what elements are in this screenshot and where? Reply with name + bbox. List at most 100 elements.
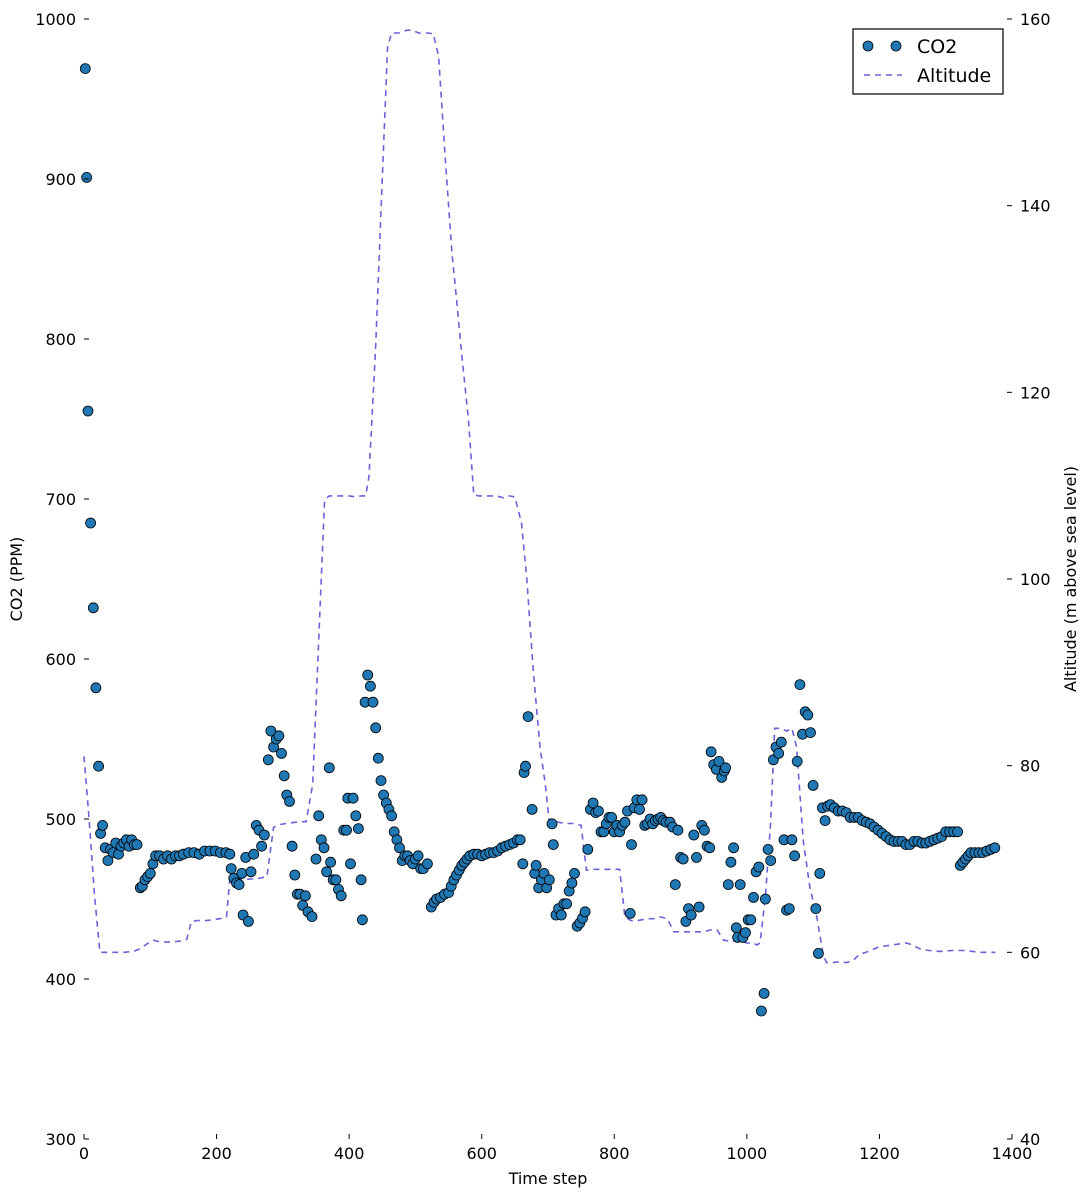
co2-point [624, 908, 636, 919]
co2-point [530, 860, 542, 871]
co2-point [566, 877, 578, 889]
right-y-tick-label: 80 [1020, 757, 1040, 776]
co2-point [394, 842, 405, 854]
x-tick-label: 200 [201, 1144, 232, 1163]
co2-point [740, 927, 751, 938]
co2-point [224, 848, 236, 860]
co2-point [421, 858, 433, 870]
co2-point [693, 901, 705, 913]
co2-point [722, 879, 734, 890]
co2-point [734, 879, 746, 890]
co2-point [569, 868, 580, 879]
co2-point [789, 850, 800, 862]
co2-point [245, 866, 257, 878]
right-y-tick-label: 60 [1020, 943, 1040, 962]
co2-point [520, 760, 531, 772]
legend-box [852, 28, 1004, 95]
co2-point [728, 842, 739, 854]
co2-point [323, 762, 335, 774]
co2-point [813, 948, 824, 959]
co2-point [225, 863, 237, 874]
co2-point [299, 890, 311, 902]
co2-point [814, 868, 826, 879]
right-y-tick-label: 140 [1020, 197, 1051, 216]
co2-point [705, 746, 717, 758]
co2-point [258, 829, 270, 841]
co2-point [546, 818, 558, 830]
co2-point [233, 879, 245, 890]
legend-co2-marker-right [890, 40, 902, 52]
co2-point [760, 893, 771, 905]
co2-point [248, 848, 260, 860]
co2-point [286, 840, 298, 852]
right-y-tick-label: 160 [1020, 10, 1051, 29]
co2-point [325, 856, 337, 868]
co2-point [819, 815, 831, 826]
co2-point [355, 874, 367, 886]
x-tick-label: 1200 [859, 1144, 900, 1163]
right-y-tick-label: 40 [1020, 1130, 1040, 1149]
x-tick-label: 800 [599, 1144, 630, 1163]
co2-point [412, 850, 424, 862]
co2-point [514, 834, 526, 846]
co2-point [561, 898, 572, 910]
co2-point [685, 909, 697, 921]
co2-point [276, 748, 287, 759]
co2-point [356, 914, 368, 926]
co2-point [318, 842, 330, 854]
co2-point [79, 63, 91, 74]
co2-point [713, 756, 725, 767]
co2-point [367, 696, 379, 708]
co2-point [626, 839, 637, 850]
left-y-axis: 300 400 500 600 700 800 900 1000 [35, 10, 89, 1149]
co2-point [791, 756, 803, 767]
co2-point [547, 839, 559, 850]
co2-point [97, 820, 108, 831]
co2-point [81, 171, 93, 183]
co2-point [579, 906, 591, 918]
co2-point [720, 762, 731, 774]
right-y-axis-label: Altitude (m above sea level) [1061, 466, 1080, 692]
co2-point [335, 890, 347, 902]
co2-point [677, 853, 689, 865]
co2-point [794, 679, 806, 690]
co2-point [555, 909, 567, 921]
co2-point [989, 842, 1001, 854]
co2-point [805, 727, 816, 738]
left-y-tick-label: 600 [45, 650, 76, 669]
co2-point [672, 824, 684, 836]
co2-point [93, 760, 104, 772]
co2-point [758, 988, 770, 999]
co2-point [582, 844, 594, 855]
left-y-tick-label: 900 [45, 170, 76, 189]
co2-point [773, 748, 785, 759]
co2-point [321, 866, 333, 878]
co2-point [730, 922, 742, 934]
co2-point [688, 829, 700, 841]
co2-point [313, 810, 325, 822]
co2-point [386, 810, 398, 822]
co2-point [370, 722, 382, 734]
x-tick-label: 1000 [726, 1144, 767, 1163]
co2-point [786, 834, 798, 846]
right-y-tick-label: 120 [1020, 383, 1051, 402]
co2-point [952, 826, 963, 838]
x-tick-label: 600 [466, 1144, 497, 1163]
co2-point [347, 792, 359, 804]
legend: CO2 Altitude [852, 28, 1004, 95]
co2-point [619, 816, 631, 828]
co2-point [306, 911, 318, 922]
co2-point [522, 711, 534, 722]
co2-point [634, 804, 645, 815]
x-tick-label: 1400 [992, 1144, 1033, 1163]
legend-co2-label: CO2 [917, 36, 957, 58]
co2-point [341, 824, 352, 836]
left-y-tick-label: 1000 [35, 10, 76, 29]
co2-point [85, 517, 96, 529]
co2-point [636, 794, 648, 806]
right-y-axis: 40 60 80 100 120 140 160 [1007, 10, 1051, 1149]
co2-point [756, 1005, 767, 1017]
co2-point [526, 804, 538, 815]
co2-point [131, 839, 143, 850]
